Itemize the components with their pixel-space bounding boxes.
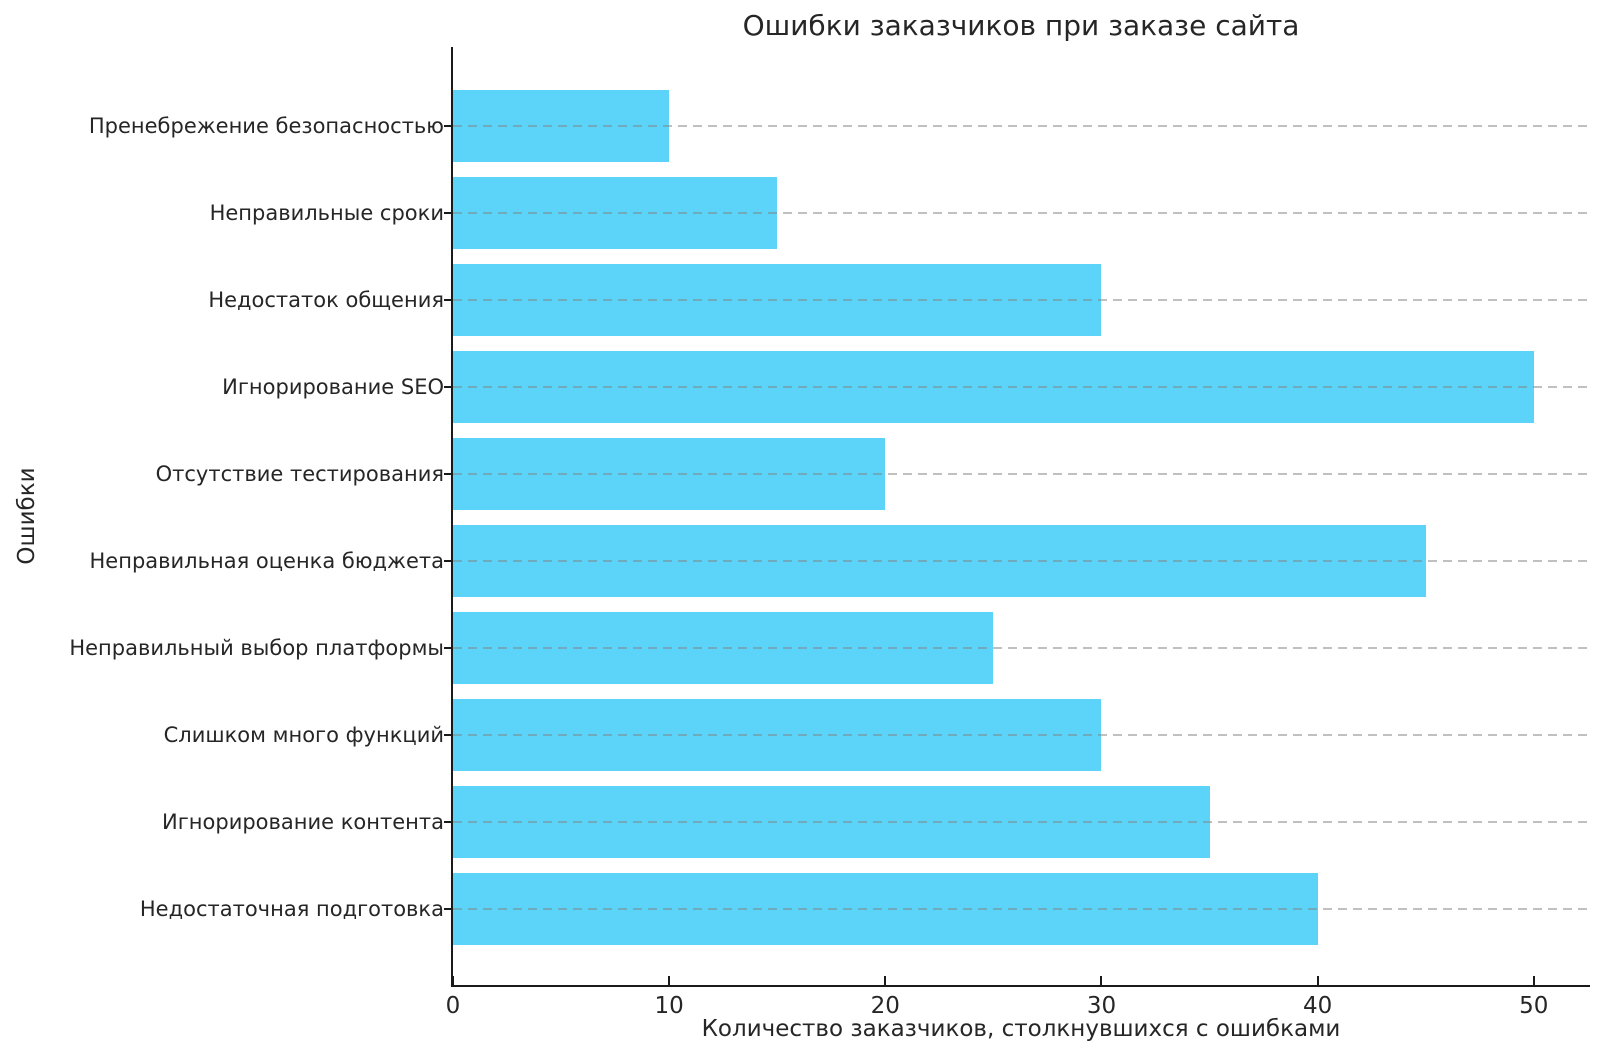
- chart-title: Ошибки заказчиков при заказе сайта: [742, 9, 1300, 42]
- y-tick: [444, 908, 453, 910]
- gridline: [453, 734, 1590, 736]
- x-tick: [1316, 976, 1319, 985]
- gridline: [453, 473, 1590, 475]
- gridline: [453, 821, 1590, 823]
- x-tick-label: 0: [445, 993, 461, 1019]
- category-label: Неправильная оценка бюджета: [89, 549, 444, 573]
- y-tick: [444, 386, 453, 388]
- plot-area: [444, 47, 1590, 985]
- y-tick: [444, 647, 453, 649]
- x-tick-label: 20: [870, 993, 900, 1019]
- category-label: Недостаточная подготовка: [139, 897, 444, 921]
- gridline: [453, 386, 1590, 388]
- y-tick: [444, 734, 453, 736]
- x-tick: [1100, 976, 1103, 985]
- x-tick: [452, 976, 454, 985]
- y-tick: [444, 125, 453, 127]
- gridline: [453, 647, 1590, 649]
- x-tick: [668, 976, 671, 985]
- gridline: [453, 125, 1590, 127]
- x-axis-label: Количество заказчиков, столкнувшихся с о…: [701, 1016, 1341, 1042]
- y-tick: [444, 821, 453, 823]
- y-tick: [444, 299, 453, 301]
- gridline: [453, 560, 1590, 562]
- category-label: Неправильный выбор платформы: [69, 636, 444, 660]
- gridline: [453, 212, 1590, 214]
- gridline: [453, 908, 1590, 910]
- y-axis-label: Ошибки: [14, 467, 40, 565]
- category-label: Слишком много функций: [163, 723, 444, 747]
- category-label: Игнорирование SEO: [222, 375, 444, 399]
- category-label: Игнорирование контента: [162, 810, 444, 834]
- category-label: Недостаток общения: [208, 288, 444, 312]
- x-tick-label: 40: [1302, 993, 1333, 1019]
- y-tick: [444, 212, 453, 214]
- x-tick-label: 30: [1086, 993, 1117, 1019]
- x-tick-label: 50: [1519, 993, 1549, 1019]
- category-label: Неправильные сроки: [209, 201, 444, 225]
- x-tick: [1532, 976, 1535, 985]
- gridline: [453, 299, 1590, 301]
- y-axis-spine: [451, 47, 453, 987]
- x-axis-spine: [451, 985, 1590, 987]
- y-tick: [444, 560, 453, 562]
- category-label: Пренебрежение безопасностью: [88, 114, 444, 138]
- category-label: Отсутствие тестирования: [155, 462, 444, 486]
- x-tick-label: 10: [654, 993, 684, 1019]
- x-tick: [884, 976, 887, 985]
- y-tick: [444, 473, 453, 475]
